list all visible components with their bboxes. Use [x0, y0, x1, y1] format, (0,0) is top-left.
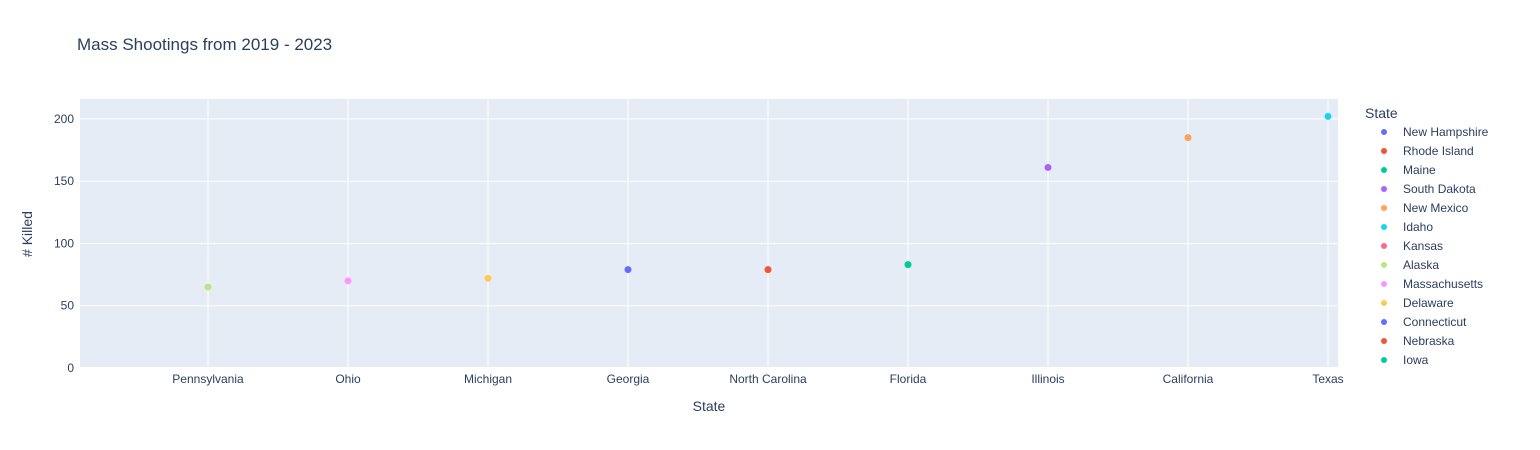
y-tick-label: 200: [54, 112, 74, 126]
legend-marker: [1381, 186, 1387, 192]
legend-label: New Mexico: [1403, 201, 1469, 215]
legend-item[interactable]: New Mexico: [1381, 201, 1469, 215]
legend-item[interactable]: South Dakota: [1381, 182, 1476, 196]
x-tick-label: California: [1163, 372, 1214, 386]
legend-label: Rhode Island: [1403, 144, 1474, 158]
data-point[interactable]: [764, 266, 772, 274]
data-point[interactable]: [1184, 134, 1192, 142]
y-tick-label: 0: [67, 361, 74, 375]
legend-marker: [1381, 319, 1387, 325]
legend-marker: [1381, 300, 1387, 306]
legend[interactable]: State New Hampshire Rhode Island Maine Sout…: [1365, 105, 1489, 367]
plot-area: [80, 99, 1338, 368]
legend-item[interactable]: Rhode Island: [1381, 144, 1474, 158]
y-tick-label: 150: [54, 174, 74, 188]
legend-label: New Hampshire: [1403, 125, 1489, 139]
legend-marker: [1381, 262, 1387, 268]
legend-marker: [1381, 148, 1387, 154]
legend-item[interactable]: Idaho: [1381, 220, 1433, 234]
y-tick-label: 50: [61, 299, 75, 313]
x-tick-label: Georgia: [607, 372, 650, 386]
data-point[interactable]: [484, 274, 492, 282]
legend-marker: [1381, 167, 1387, 173]
y-axis-ticks: 0 50 100 150 200: [54, 112, 74, 375]
y-axis-title: # Killed: [19, 211, 35, 257]
data-point[interactable]: [1324, 112, 1332, 120]
data-point[interactable]: [624, 266, 632, 274]
legend-marker: [1381, 243, 1387, 249]
legend-label: Nebraska: [1403, 334, 1455, 348]
legend-label: Connecticut: [1403, 315, 1467, 329]
data-point[interactable]: [904, 261, 912, 269]
legend-item[interactable]: Iowa: [1381, 353, 1429, 367]
legend-label: Kansas: [1403, 239, 1443, 253]
x-tick-label: Illinois: [1031, 372, 1064, 386]
legend-label: Idaho: [1403, 220, 1433, 234]
legend-marker: [1381, 224, 1387, 230]
x-tick-label: Texas: [1312, 372, 1343, 386]
legend-label: Maine: [1403, 163, 1436, 177]
legend-label: Delaware: [1403, 296, 1454, 310]
legend-item[interactable]: Kansas: [1381, 239, 1443, 253]
legend-item[interactable]: Maine: [1381, 163, 1436, 177]
legend-marker: [1381, 338, 1387, 344]
legend-item[interactable]: Delaware: [1381, 296, 1454, 310]
y-tick-label: 100: [54, 236, 74, 250]
legend-label: Alaska: [1403, 258, 1439, 272]
legend-title: State: [1365, 105, 1398, 121]
data-point[interactable]: [1044, 163, 1052, 171]
legend-marker: [1381, 129, 1387, 135]
data-point[interactable]: [204, 283, 212, 291]
x-tick-label: Ohio: [335, 372, 361, 386]
legend-marker: [1381, 205, 1387, 211]
legend-label: Massachusetts: [1403, 277, 1483, 291]
legend-item[interactable]: Nebraska: [1381, 334, 1455, 348]
x-axis-ticks: Pennsylvania Ohio Michigan Georgia North Car…: [172, 372, 1343, 386]
legend-item[interactable]: New Hampshire: [1381, 125, 1489, 139]
grid: [80, 99, 1338, 369]
x-tick-label: Pennsylvania: [172, 372, 244, 386]
x-tick-label: Michigan: [464, 372, 512, 386]
chart-title: Mass Shootings from 2019 - 2023: [77, 35, 332, 54]
legend-item[interactable]: Connecticut: [1381, 315, 1467, 329]
legend-marker: [1381, 357, 1387, 363]
legend-label: South Dakota: [1403, 182, 1476, 196]
legend-item[interactable]: Alaska: [1381, 258, 1439, 272]
legend-marker: [1381, 281, 1387, 287]
legend-item[interactable]: Massachusetts: [1381, 277, 1483, 291]
legend-label: Iowa: [1403, 353, 1429, 367]
data-points: [204, 112, 1332, 291]
data-point[interactable]: [344, 277, 352, 285]
x-axis-title: State: [693, 398, 726, 414]
x-tick-label: Florida: [890, 372, 927, 386]
x-tick-label: North Carolina: [729, 372, 807, 386]
